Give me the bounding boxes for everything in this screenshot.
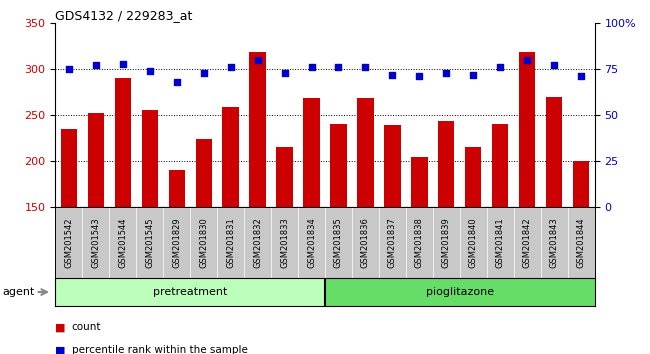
- Text: GSM201843: GSM201843: [550, 217, 559, 268]
- Text: agent: agent: [2, 287, 34, 297]
- Bar: [492, 124, 508, 207]
- Text: GSM201833: GSM201833: [280, 217, 289, 268]
- Text: GSM201832: GSM201832: [253, 217, 262, 268]
- Bar: [142, 110, 158, 207]
- Point: [118, 61, 128, 66]
- Point: [90, 63, 101, 68]
- Bar: [573, 161, 590, 207]
- Text: GSM201829: GSM201829: [172, 217, 181, 268]
- Bar: [88, 113, 104, 207]
- Text: GSM201545: GSM201545: [145, 217, 154, 268]
- Text: GSM201838: GSM201838: [415, 217, 424, 268]
- Bar: [325, 278, 595, 306]
- Point: [441, 70, 452, 75]
- Point: [252, 57, 263, 63]
- Point: [64, 66, 74, 72]
- Bar: [411, 158, 428, 207]
- Text: GSM201842: GSM201842: [523, 217, 532, 268]
- Bar: [384, 125, 400, 207]
- Bar: [358, 98, 374, 207]
- Bar: [196, 139, 212, 207]
- Point: [172, 79, 182, 85]
- Bar: [250, 52, 266, 207]
- Point: [414, 74, 424, 79]
- Text: GSM201830: GSM201830: [199, 217, 208, 268]
- Bar: [519, 52, 536, 207]
- Text: percentile rank within the sample: percentile rank within the sample: [72, 346, 248, 354]
- Text: ■: ■: [55, 322, 66, 332]
- Point: [360, 64, 370, 70]
- Point: [280, 70, 290, 75]
- Point: [198, 70, 209, 75]
- Bar: [276, 147, 292, 207]
- Text: GSM201844: GSM201844: [577, 217, 586, 268]
- Text: GSM201542: GSM201542: [64, 217, 73, 268]
- Text: GSM201831: GSM201831: [226, 217, 235, 268]
- Text: GSM201543: GSM201543: [91, 217, 100, 268]
- Text: GSM201841: GSM201841: [496, 217, 505, 268]
- Text: GSM201834: GSM201834: [307, 217, 316, 268]
- Bar: [304, 98, 320, 207]
- Text: pioglitazone: pioglitazone: [426, 287, 494, 297]
- Text: ■: ■: [55, 346, 66, 354]
- Bar: [60, 129, 77, 207]
- Bar: [114, 78, 131, 207]
- Text: GSM201839: GSM201839: [442, 217, 451, 268]
- Text: GDS4132 / 229283_at: GDS4132 / 229283_at: [55, 9, 192, 22]
- Point: [468, 72, 478, 78]
- Bar: [55, 278, 325, 306]
- Bar: [222, 107, 239, 207]
- Point: [495, 64, 506, 70]
- Bar: [168, 170, 185, 207]
- Text: count: count: [72, 322, 101, 332]
- Point: [549, 63, 560, 68]
- Point: [226, 64, 236, 70]
- Point: [144, 68, 155, 74]
- Point: [576, 74, 586, 79]
- Text: pretreatment: pretreatment: [153, 287, 228, 297]
- Bar: [546, 97, 562, 207]
- Text: GSM201835: GSM201835: [334, 217, 343, 268]
- Text: GSM201840: GSM201840: [469, 217, 478, 268]
- Bar: [330, 124, 346, 207]
- Point: [333, 64, 344, 70]
- Bar: [465, 147, 482, 207]
- Point: [387, 72, 398, 78]
- Point: [522, 57, 532, 63]
- Bar: [438, 121, 454, 207]
- Text: GSM201544: GSM201544: [118, 217, 127, 268]
- Text: GSM201836: GSM201836: [361, 217, 370, 268]
- Point: [306, 64, 317, 70]
- Text: GSM201837: GSM201837: [388, 217, 397, 268]
